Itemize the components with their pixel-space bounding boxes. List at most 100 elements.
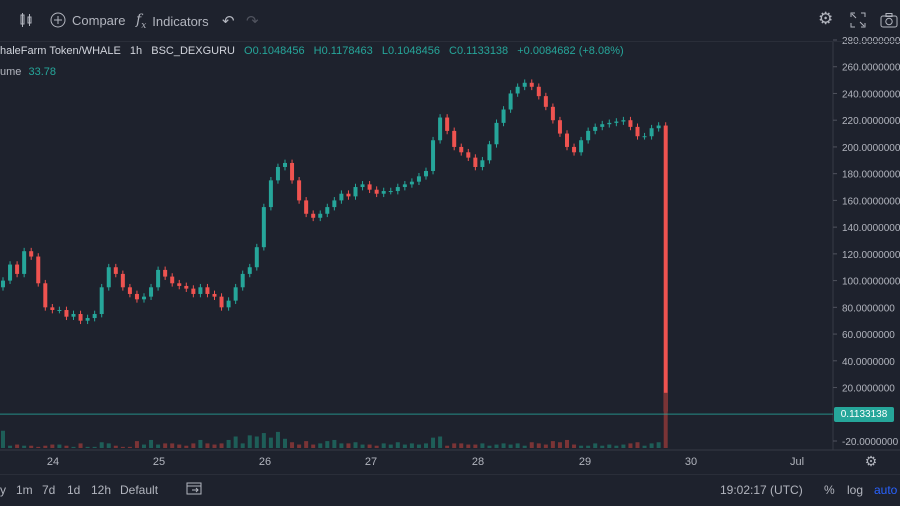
candle-body — [205, 287, 210, 294]
candle-body — [395, 187, 400, 192]
range-5y[interactable]: y — [0, 483, 6, 497]
candle-body — [494, 122, 499, 145]
candle-body — [508, 93, 513, 110]
candle-body — [261, 207, 266, 248]
interval[interactable]: 1h — [129, 45, 143, 57]
volume-bar — [367, 444, 372, 448]
volume-bar — [247, 435, 252, 448]
volume-bar — [579, 445, 584, 448]
volume-bar — [494, 444, 499, 448]
gear-icon[interactable]: ⚙ — [818, 9, 834, 28]
candles-icon[interactable] — [18, 12, 34, 28]
range-1d[interactable]: 1d — [67, 483, 81, 497]
candle-body — [579, 140, 584, 153]
axis-gear-icon: ⚙ — [865, 453, 878, 469]
volume-bar — [374, 445, 379, 448]
range-1m[interactable]: 1m — [16, 483, 33, 497]
volume-bar — [445, 445, 450, 448]
volume-bar — [628, 443, 633, 448]
volume-bar — [649, 443, 654, 448]
volume-bar — [177, 444, 182, 448]
candle-body — [473, 157, 478, 167]
percent-toggle[interactable]: % — [824, 483, 835, 497]
volume-bar — [614, 445, 619, 448]
symbol-legend: haleFarm Token/WHALE 1h BSC_DEXGURU O0.1… — [0, 45, 624, 57]
candle-body — [50, 307, 55, 311]
candle-body — [163, 269, 168, 277]
candle-body — [621, 120, 626, 122]
candle-body — [628, 120, 633, 127]
volume-bar — [339, 443, 344, 448]
log-toggle[interactable]: log — [847, 483, 864, 497]
candle-body — [226, 300, 231, 308]
candle-body — [452, 130, 457, 147]
camera-icon[interactable] — [880, 12, 898, 28]
candle-body — [424, 170, 428, 177]
candle-body — [353, 187, 358, 197]
candle-body — [339, 193, 344, 201]
undo-icon[interactable]: ↶ — [222, 13, 235, 30]
volume-bar — [600, 445, 605, 448]
candle-body — [487, 144, 492, 161]
volume-bar — [113, 445, 118, 448]
volume-bar — [64, 445, 69, 448]
volume-bar — [332, 439, 337, 448]
fullscreen-icon[interactable] — [850, 12, 866, 28]
redo-icon[interactable]: ↷ — [246, 13, 259, 30]
date-range-icon[interactable] — [186, 481, 202, 498]
candle-body — [416, 176, 421, 182]
auto-toggle[interactable]: auto — [874, 483, 898, 497]
change-value: +0.0084682 (+8.08%) — [517, 45, 624, 57]
close-value: C0.1133138 — [449, 45, 509, 57]
x-tick-label: 25 — [153, 456, 165, 468]
y-tick-label: 40.0000000 — [842, 357, 895, 368]
volume-bar — [557, 442, 562, 448]
candle-body — [431, 140, 436, 171]
indicators-button[interactable]: fx Indicators — [136, 12, 209, 31]
range-default[interactable]: Default — [120, 483, 159, 497]
volume-bar — [36, 446, 41, 448]
candle-body — [381, 191, 386, 194]
exchange: BSC_DEXGURU — [151, 45, 235, 57]
y-tick-label: 60.0000000 — [842, 330, 895, 341]
volume-bar — [142, 444, 146, 448]
candle-body — [409, 181, 414, 185]
volume-bar — [311, 444, 316, 448]
clock-time[interactable]: 19:02:17 (UTC) — [720, 483, 803, 497]
symbol-name[interactable]: haleFarm Token/WHALE — [0, 45, 121, 57]
compare-button[interactable]: Compare — [50, 12, 125, 28]
candle-body — [304, 200, 309, 214]
volume-bar — [106, 443, 111, 448]
candle-body — [268, 180, 273, 208]
candle-body — [593, 126, 598, 131]
candle-body — [233, 287, 238, 301]
candle-body — [170, 276, 175, 284]
volume-bar — [318, 443, 323, 448]
candle-body — [219, 296, 224, 308]
volume-bar — [409, 443, 414, 448]
volume-bar — [395, 442, 400, 448]
candle-body — [557, 120, 562, 134]
volume-label[interactable]: ume — [0, 66, 22, 78]
candle-body — [113, 267, 118, 274]
candle-body — [254, 247, 259, 268]
candle-body — [283, 162, 287, 167]
x-tick-label: 27 — [365, 456, 377, 468]
y-tick-label: 140.0000000 — [842, 223, 900, 234]
y-tick-label: 240.0000000 — [842, 89, 900, 100]
candle-body — [149, 287, 154, 297]
volume-bar — [127, 446, 132, 448]
volume-bar — [304, 441, 309, 448]
volume-bar — [642, 445, 647, 448]
volume-bar — [515, 443, 520, 448]
range-12h[interactable]: 12h — [91, 483, 112, 497]
volume-bar — [43, 445, 48, 448]
range-7d[interactable]: 7d — [42, 483, 56, 497]
candle-body — [127, 287, 132, 294]
volume-bar — [8, 445, 13, 448]
candle-body — [212, 293, 217, 297]
low-value: L0.1048456 — [381, 45, 440, 57]
volume-bar — [99, 442, 104, 448]
volume-bar — [487, 445, 492, 448]
